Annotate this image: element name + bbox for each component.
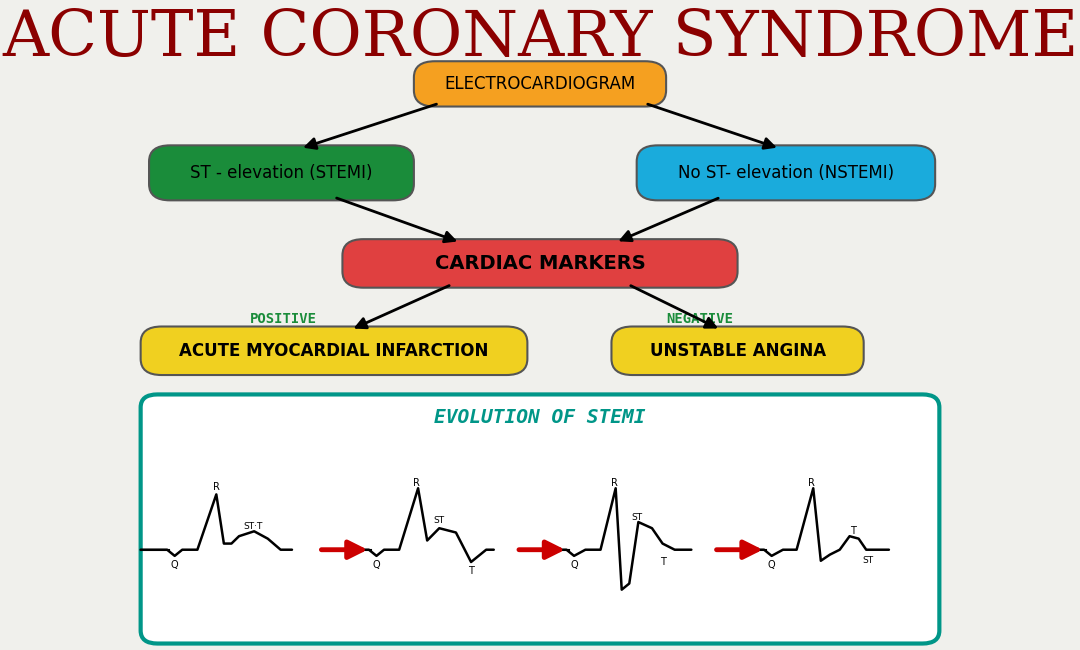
Text: EVOLUTION OF STEMI: EVOLUTION OF STEMI (434, 408, 646, 426)
Text: No ST- elevation (NSTEMI): No ST- elevation (NSTEMI) (678, 164, 894, 182)
Text: ST: ST (434, 515, 445, 525)
Text: ST: ST (632, 514, 643, 522)
FancyBboxPatch shape (149, 146, 414, 200)
Text: POSITIVE: POSITIVE (251, 312, 318, 326)
Text: R: R (808, 478, 815, 488)
FancyBboxPatch shape (140, 395, 940, 644)
Text: Q: Q (768, 560, 775, 570)
Text: ST: ST (862, 556, 874, 566)
Text: CARDIAC MARKERS: CARDIAC MARKERS (434, 254, 646, 273)
Text: ST·T: ST·T (243, 522, 262, 531)
FancyBboxPatch shape (140, 326, 527, 375)
Text: R: R (213, 482, 219, 492)
FancyBboxPatch shape (342, 239, 738, 288)
Text: UNSTABLE ANGINA: UNSTABLE ANGINA (649, 342, 825, 359)
Text: ACUTE CORONARY SYNDROME: ACUTE CORONARY SYNDROME (2, 8, 1078, 69)
FancyBboxPatch shape (611, 326, 864, 375)
Text: R: R (610, 478, 618, 488)
Text: Q: Q (373, 560, 380, 570)
Text: ACUTE MYOCARDIAL INFARCTION: ACUTE MYOCARDIAL INFARCTION (179, 342, 489, 359)
Text: R: R (414, 478, 420, 488)
Text: T: T (468, 566, 474, 577)
FancyBboxPatch shape (414, 61, 666, 107)
Text: NEGATIVE: NEGATIVE (666, 312, 733, 326)
Text: Q: Q (570, 560, 578, 570)
Text: T: T (850, 526, 856, 536)
FancyBboxPatch shape (637, 146, 935, 200)
Text: Q: Q (171, 560, 178, 570)
Text: T: T (660, 557, 665, 567)
Text: ELECTROCARDIOGRAM: ELECTROCARDIOGRAM (444, 75, 636, 93)
Text: ST - elevation (STEMI): ST - elevation (STEMI) (190, 164, 373, 182)
